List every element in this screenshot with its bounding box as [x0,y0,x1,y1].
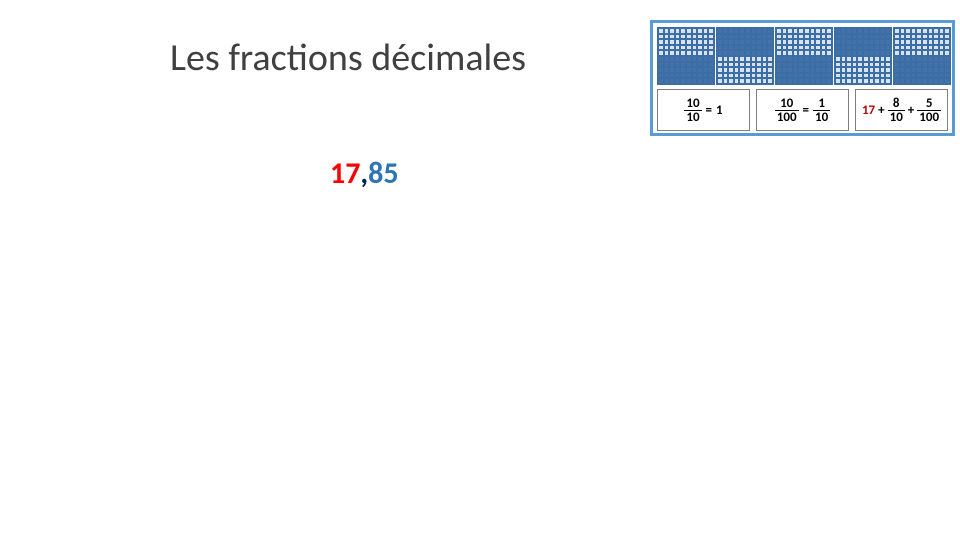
fraction-box-1: 10 10 = 1 [657,89,750,131]
denominator: 100 [917,110,941,124]
fraction: 10 100 [775,97,799,124]
equals-sign: = [706,103,712,118]
mini-grid [716,27,774,85]
numerator: 5 [924,97,935,110]
fractions-panel: 10 10 = 1 10 100 = 1 10 17 + 8 10 + [650,20,955,136]
result-value: 1 [716,103,723,118]
mini-grid [893,27,951,85]
numerator: 8 [891,97,902,110]
fraction-box-3: 17 + 8 10 + 5 100 [855,89,948,131]
numerator: 10 [778,97,795,110]
fraction: 8 10 [888,97,905,124]
numerator: 1 [816,97,827,110]
decimal-integer-part: 17 [330,155,360,192]
fraction: 5 100 [917,97,941,124]
checker-grids [657,27,948,85]
whole-number: 17 [862,103,875,118]
plus-sign: + [878,103,884,118]
denominator: 10 [684,110,701,124]
equals-sign: = [803,103,809,118]
mini-grid [657,27,715,85]
mini-grid [834,27,892,85]
decimal-fractional-part: 85 [368,155,398,192]
numerator: 10 [684,97,701,110]
fraction: 1 10 [813,97,830,124]
fraction: 10 10 [684,97,701,124]
plus-sign: + [908,103,914,118]
denominator: 10 [888,110,905,124]
mini-grid [775,27,833,85]
decimal-number: 17,85 [330,155,399,192]
fraction-box-2: 10 100 = 1 10 [756,89,849,131]
page-title: Les fractions décimales [170,35,526,81]
denominator: 10 [813,110,830,124]
fraction-equations-row: 10 10 = 1 10 100 = 1 10 17 + 8 10 + [657,89,948,131]
decimal-comma: , [360,155,368,192]
denominator: 100 [775,110,799,124]
